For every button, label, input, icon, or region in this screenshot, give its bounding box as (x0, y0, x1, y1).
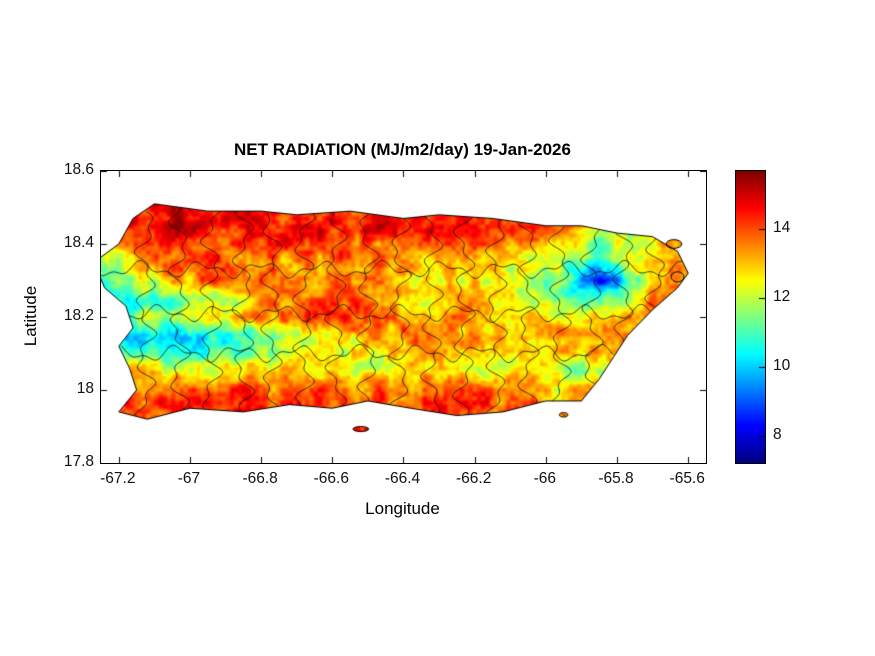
colorbar-tick-label: 12 (773, 287, 791, 305)
y-tick-label: 18.2 (63, 307, 94, 324)
y-tick-label: 18.6 (63, 161, 94, 178)
y-tick-label: 18.4 (63, 234, 94, 251)
x-axis-label: Longitude (365, 499, 440, 518)
colorbar-tick-label: 10 (773, 356, 791, 374)
x-tick-label: -65.8 (598, 470, 634, 487)
x-tick-label: -66.2 (456, 470, 492, 487)
y-tick-label: 17.8 (63, 453, 94, 470)
x-tick-label: -66.4 (384, 470, 421, 487)
x-tick-label: -67 (177, 470, 201, 487)
x-tick-label: -66.8 (242, 470, 278, 487)
colorbar-tick-label: 8 (773, 425, 782, 443)
y-tick-label: 18 (76, 380, 94, 397)
x-tick-label: -66.6 (313, 470, 349, 487)
heatmap-canvas (101, 171, 706, 463)
colorbar-tick-label: 14 (773, 218, 791, 236)
x-tick-label: -67.2 (100, 470, 136, 487)
chart-title: NET RADIATION (MJ/m2/day) 19-Jan-2026 (234, 140, 571, 159)
y-axis-label: Latitude (21, 285, 40, 347)
colorbar-canvas (736, 171, 765, 463)
x-tick-label: -65.6 (669, 470, 705, 487)
plot-area (100, 170, 707, 464)
colorbar (735, 170, 766, 464)
x-tick-label: -66 (533, 470, 557, 487)
